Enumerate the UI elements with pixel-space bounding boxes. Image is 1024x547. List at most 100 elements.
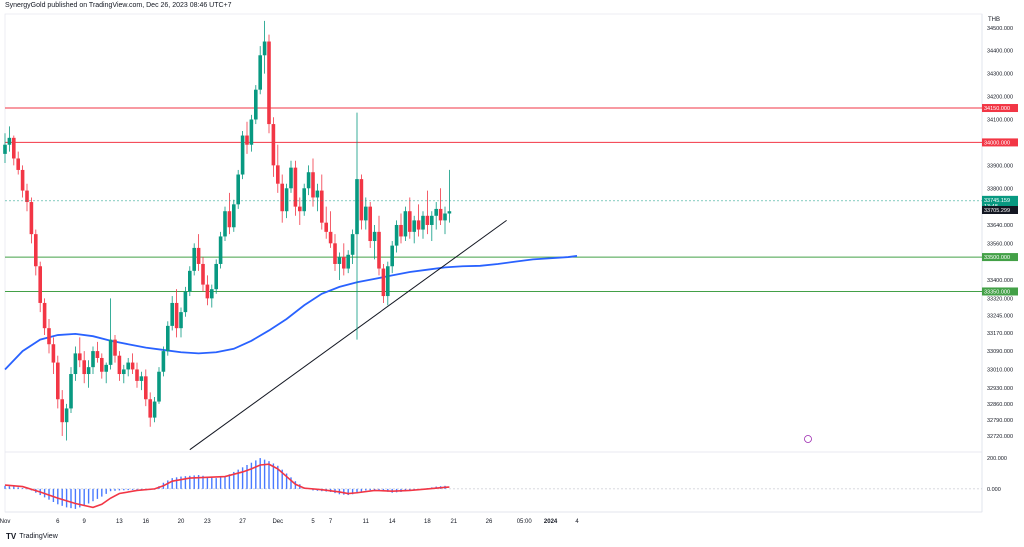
y-tick-label: 33800.000: [987, 186, 1013, 192]
candle-body: [196, 247, 201, 264]
level-price-label: 33350.000: [984, 289, 1010, 295]
x-tick-label: 4: [575, 519, 579, 525]
candle-body: [320, 190, 324, 223]
x-tick-label: 5: [311, 519, 315, 525]
candle-body: [152, 401, 157, 418]
y-tick-label: 34400.000: [987, 49, 1013, 55]
x-tick-label: 6: [56, 519, 60, 525]
macd-tick-label: 200.000: [987, 456, 1007, 462]
candle-body: [126, 362, 130, 370]
candle-body: [302, 188, 306, 212]
y-tick-label: 33245.000: [987, 314, 1013, 320]
candle-body: [262, 41, 267, 56]
candle-body: [64, 408, 69, 423]
candle-body: [227, 211, 232, 228]
macd-signal-line: [4, 463, 450, 509]
level-price-label: 33500.000: [984, 255, 1010, 261]
candle-body: [135, 369, 139, 381]
candle-body: [179, 312, 183, 329]
y-tick-label: 32860.000: [987, 402, 1013, 408]
x-tick-label: 20: [178, 519, 185, 525]
candle-body: [359, 179, 364, 221]
x-tick-label: 26: [486, 519, 493, 525]
x-tick-label: 27: [239, 519, 246, 525]
candle-body: [47, 328, 51, 345]
candle-body: [315, 190, 320, 198]
candle-body: [201, 263, 205, 285]
y-tick-label: 33320.000: [987, 296, 1013, 302]
candle-body: [372, 231, 377, 242]
candle-body: [100, 357, 104, 372]
candle-body: [390, 245, 394, 267]
candle-body: [337, 257, 342, 264]
y-tick-label: 34300.000: [987, 72, 1013, 78]
candle-body: [249, 119, 254, 145]
candle-body: [113, 339, 117, 356]
level-price-label: 34150.000: [984, 106, 1010, 112]
candle-body: [183, 291, 188, 313]
candle-body: [82, 360, 86, 375]
candle-body: [447, 211, 452, 214]
brand-label: TradingView: [19, 533, 58, 540]
candle-body: [328, 231, 333, 244]
candle-body: [174, 302, 179, 329]
candle-body: [381, 268, 386, 297]
x-tick-label: 9: [83, 519, 87, 525]
candle-body: [284, 188, 289, 212]
level-price-label: 34000.000: [984, 140, 1010, 146]
candle-body: [117, 355, 122, 375]
candle-body: [148, 399, 152, 418]
candle-body: [280, 183, 284, 212]
candle-body: [408, 211, 412, 232]
candle-body: [7, 137, 12, 145]
x-tick-label: 7: [329, 519, 333, 525]
candle-body: [386, 266, 390, 297]
candle-body: [240, 135, 245, 175]
x-tick-label: Nov: [0, 519, 10, 525]
candle-body: [104, 364, 108, 372]
candle-body: [377, 231, 381, 269]
candle-body: [161, 351, 166, 372]
candle-body: [60, 399, 64, 423]
candle-body: [434, 208, 438, 216]
x-tick-label: 13: [116, 519, 123, 525]
tradingview-logo[interactable]: TV: [6, 532, 17, 541]
candle-body: [29, 202, 34, 235]
candle-body: [298, 206, 302, 212]
candle-body: [289, 167, 293, 189]
candle-body: [205, 284, 210, 299]
y-tick-label: 34500.000: [987, 26, 1013, 32]
y-tick-label: 33560.000: [987, 241, 1013, 247]
candle-body: [20, 169, 25, 191]
candle-body: [293, 167, 298, 207]
candle-body: [245, 135, 249, 145]
candle-body: [412, 220, 416, 232]
y-tick-label: 33400.000: [987, 278, 1013, 284]
candle-body: [108, 339, 113, 365]
moving-average-line: [4, 255, 578, 371]
reference-price-tag: [982, 205, 1018, 214]
x-tick-label: 16: [142, 519, 149, 525]
x-tick-label: 05:00: [517, 519, 533, 525]
candle-body: [56, 362, 60, 400]
event-marker-icon: [804, 435, 812, 443]
candle-body: [399, 224, 403, 237]
candle-body: [3, 144, 7, 154]
candle-body: [214, 263, 218, 290]
candle-body: [324, 222, 328, 232]
candle-body: [69, 374, 73, 409]
candle-body: [218, 236, 223, 264]
candle-body: [78, 353, 82, 361]
candle-body: [421, 215, 425, 230]
candle-body: [258, 55, 262, 90]
x-tick-label: 14: [389, 519, 396, 525]
candle-body: [210, 289, 214, 299]
y-tick-label: 33170.000: [987, 331, 1013, 337]
candle-body: [438, 208, 443, 221]
candle-body: [25, 190, 29, 203]
candle-body: [170, 302, 174, 326]
candle-body: [16, 158, 20, 170]
candle-body: [86, 367, 91, 375]
candle-body: [130, 362, 135, 370]
